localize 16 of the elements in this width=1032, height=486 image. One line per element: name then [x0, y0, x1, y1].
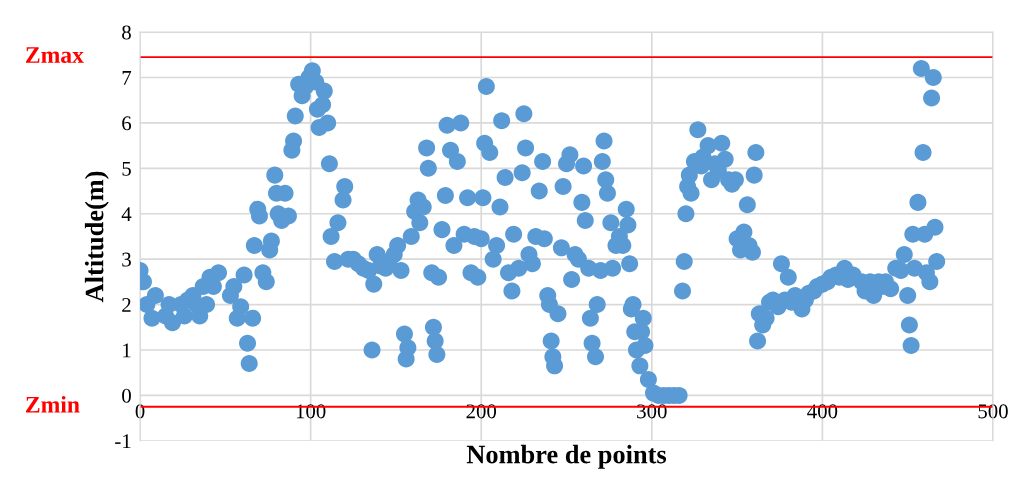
x-axis-title: Nombre de points — [466, 444, 667, 469]
ref-line-label: Zmax — [26, 47, 84, 63]
y-tick-label: 7 — [122, 71, 132, 85]
y-tick-label: 1 — [123, 343, 131, 358]
x-tick-label: 0 — [135, 404, 145, 419]
y-tick-label: 2 — [122, 297, 131, 312]
y-tick-label: 6 — [122, 116, 132, 131]
y-tick-label: 4 — [121, 207, 132, 221]
x-tick-label: 500 — [978, 404, 1008, 419]
y-tick-label: 5 — [122, 161, 131, 176]
y-axis-title: Altitude(m) — [84, 171, 109, 303]
y-tick-label: -1 — [115, 434, 131, 449]
ref-line-label: Zmin — [26, 396, 80, 413]
y-tick-label: 0 — [122, 388, 131, 403]
y-tick-label: 3 — [122, 252, 131, 267]
y-tick-label: 8 — [122, 25, 131, 40]
